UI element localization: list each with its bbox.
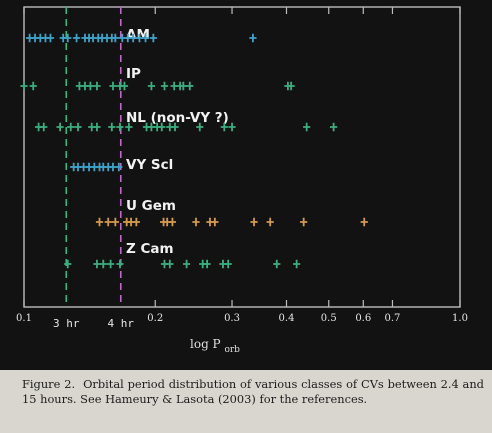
x-axis-label: log P orb: [190, 337, 240, 355]
data-point: [158, 122, 166, 132]
data-point: [93, 81, 101, 91]
data-point: [196, 122, 204, 132]
data-point: [211, 217, 219, 227]
data-point: [104, 217, 112, 227]
data-point: [293, 259, 301, 269]
data-point: [287, 81, 295, 91]
series-1: AM: [25, 27, 257, 43]
data-point: [46, 33, 55, 43]
data-point: [182, 259, 191, 269]
data-point: [125, 122, 133, 132]
data-point: [203, 259, 211, 269]
series-name-label: U Gem: [126, 198, 176, 214]
data-point: [67, 122, 75, 132]
caption-text: Orbital period distribution of various c…: [22, 377, 484, 406]
data-point: [147, 81, 156, 91]
data-point: [179, 81, 187, 91]
series-name-label: NL (non-VY ?): [126, 110, 229, 126]
series-3: NL (non-VY ?): [34, 110, 338, 132]
data-point: [141, 33, 150, 43]
data-point: [135, 33, 144, 43]
data-point: [171, 122, 179, 132]
data-point: [360, 217, 368, 227]
series-2: IP: [20, 66, 295, 91]
x-tick-label: 0.7: [385, 313, 401, 324]
figure-caption: Figure 2. Orbital period distribution of …: [22, 377, 484, 407]
x-tick-label: 0.4: [279, 313, 295, 324]
data-point: [300, 217, 308, 227]
reference-lines: 3 hr 4 hr: [53, 7, 134, 330]
data-point: [20, 81, 28, 91]
data-point: [149, 33, 157, 43]
data-point: [93, 259, 101, 269]
data-point: [64, 33, 72, 43]
series-5: U Gem: [95, 198, 368, 227]
x-tick-label: 1.0: [452, 313, 468, 324]
data-point: [224, 259, 232, 269]
caption-label: Figure 2.: [22, 377, 76, 391]
data-point: [192, 217, 200, 227]
data-point: [166, 259, 174, 269]
data-point: [95, 217, 104, 227]
data-point: [168, 217, 177, 227]
data-point: [120, 81, 129, 91]
data-point: [74, 122, 82, 132]
data-point: [116, 259, 124, 269]
data-point: [40, 122, 48, 132]
x-tick-label: 0.2: [147, 313, 163, 324]
data-point: [220, 122, 228, 132]
series-name-label: Z Cam: [126, 241, 174, 257]
series-6: Z Cam: [64, 241, 301, 269]
plot-frame: [23, 6, 461, 308]
x-axis-ticks: 0.1 0.2 0.3 0.4 0.5 0.6 0.7 1.0: [16, 7, 468, 324]
data-point: [56, 122, 64, 132]
panel-background: [0, 0, 492, 370]
data-point: [129, 33, 137, 43]
x-tick-label: 0.5: [321, 313, 337, 324]
data-point: [330, 122, 338, 132]
data-point: [64, 259, 72, 269]
data-point: [99, 259, 107, 269]
data-point: [266, 217, 274, 227]
data-point: [115, 162, 123, 172]
data-point: [303, 122, 311, 132]
series-name-label: AM: [126, 27, 150, 43]
data-point: [116, 122, 124, 132]
data-point: [273, 259, 281, 269]
data-point: [249, 33, 257, 43]
data-point: [111, 217, 119, 227]
series-name-label: VY Scl: [126, 157, 173, 173]
data-series: AM IP NL (non-VY ?) VY Scl U Gem Z Cam: [20, 27, 368, 269]
data-point: [29, 81, 37, 91]
plot-panel: 3 hr 4 hr 0.1 0.2 0.3 0.4 0.5 0.6 0.7 1.0 AM IP NL…: [0, 0, 492, 370]
x-tick-label: 0.3: [224, 313, 240, 324]
x-tick-label: 0.1: [16, 313, 32, 324]
data-point: [93, 122, 101, 132]
data-point: [72, 33, 81, 43]
data-point: [186, 81, 194, 91]
data-point: [107, 259, 115, 269]
data-point: [108, 122, 116, 132]
x-tick-label: 0.6: [355, 313, 371, 324]
data-point: [250, 217, 258, 227]
data-point: [109, 81, 117, 91]
reference-line-label: 4 hr: [108, 317, 135, 330]
data-point: [228, 122, 236, 132]
series-4: VY Scl: [70, 157, 173, 173]
series-name-label: IP: [126, 66, 141, 82]
reference-line-label: 3 hr: [53, 317, 80, 330]
data-point: [111, 33, 119, 43]
data-point: [86, 81, 94, 91]
data-point: [132, 217, 140, 227]
data-point: [160, 81, 169, 91]
